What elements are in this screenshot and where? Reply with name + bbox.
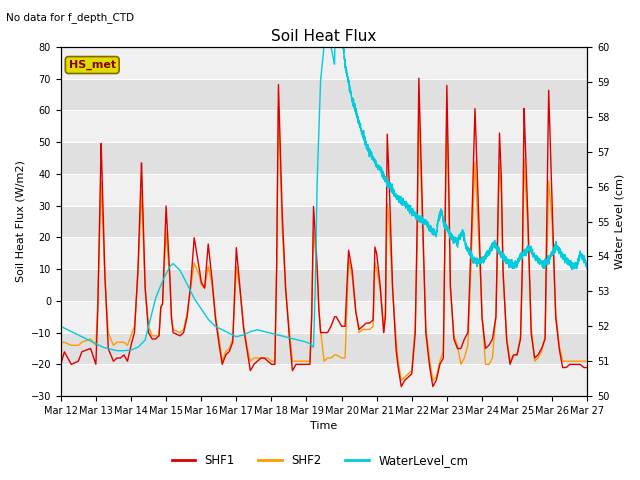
Bar xyxy=(61,364,588,396)
Bar xyxy=(61,333,588,364)
Bar xyxy=(61,110,588,142)
Title: Soil Heat Flux: Soil Heat Flux xyxy=(271,29,377,44)
Bar xyxy=(61,174,588,205)
Bar xyxy=(61,205,588,238)
Text: HS_met: HS_met xyxy=(68,60,116,70)
Bar xyxy=(61,142,588,174)
Bar xyxy=(61,47,588,79)
Bar xyxy=(61,238,588,269)
Text: No data for f_depth_CTD: No data for f_depth_CTD xyxy=(6,12,134,23)
Y-axis label: Soil Heat Flux (W/m2): Soil Heat Flux (W/m2) xyxy=(15,161,25,282)
Bar xyxy=(61,269,588,301)
X-axis label: Time: Time xyxy=(310,421,338,432)
Bar xyxy=(61,79,588,110)
Y-axis label: Water Level (cm): Water Level (cm) xyxy=(615,174,625,269)
Bar xyxy=(61,301,588,333)
Legend: SHF1, SHF2, WaterLevel_cm: SHF1, SHF2, WaterLevel_cm xyxy=(167,449,473,472)
